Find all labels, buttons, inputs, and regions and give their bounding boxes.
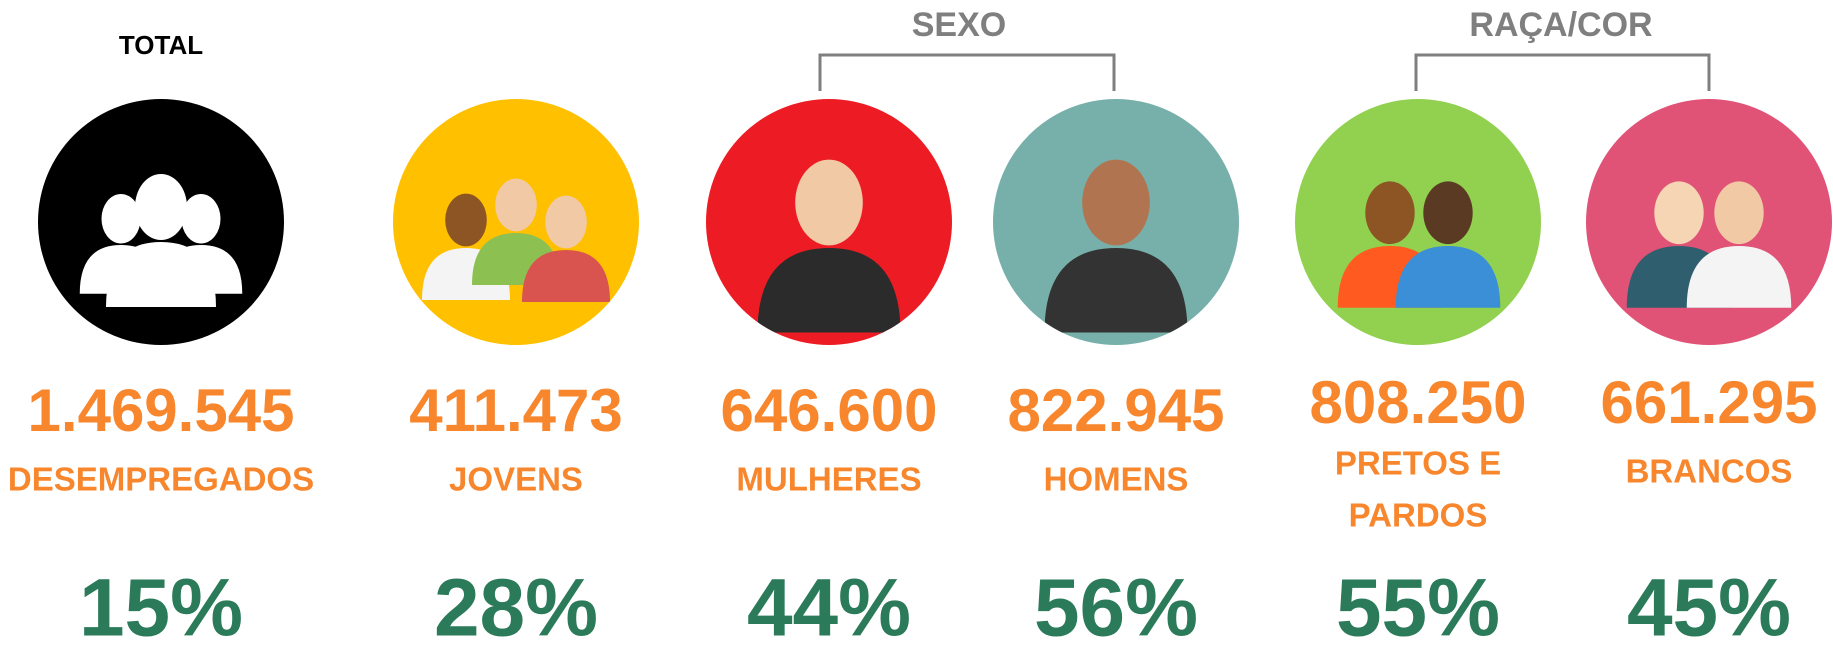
icon-circle xyxy=(1295,99,1541,345)
person-head xyxy=(1714,181,1763,244)
label: PARDOS xyxy=(1349,497,1488,534)
person-head xyxy=(135,174,187,240)
item: 411.473 JOVENS 28% xyxy=(393,99,639,649)
item: 822.945 HOMENS 56% xyxy=(993,99,1239,649)
item: 661.295 BRANCOS 45% xyxy=(1586,99,1832,649)
label: PRETOS E xyxy=(1335,445,1501,482)
count: 1.469.545 xyxy=(28,377,295,444)
raca-bracket xyxy=(1416,55,1709,91)
count: 822.945 xyxy=(1008,377,1225,444)
icon-circle xyxy=(1586,99,1832,345)
count: 808.250 xyxy=(1310,369,1527,436)
person-head xyxy=(545,196,587,249)
count: 661.295 xyxy=(1601,369,1818,436)
item: 646.600 MULHERES 44% xyxy=(706,99,952,649)
item: 1.469.545 DESEMPREGADOS 15% xyxy=(8,99,314,649)
item: 808.250 PRETOS E PARDOS 55% xyxy=(1295,99,1541,649)
total-header: TOTAL xyxy=(119,30,203,60)
count: 646.600 xyxy=(721,377,938,444)
percent: 28% xyxy=(434,563,598,649)
person-head xyxy=(1423,181,1472,244)
percent: 15% xyxy=(79,563,243,649)
count: 411.473 xyxy=(409,377,623,444)
sexo-bracket xyxy=(820,55,1114,91)
infographic: TOTAL SEXO RAÇA/COR 1.469.545 DESEMPREGAD… xyxy=(0,0,1833,649)
percent: 56% xyxy=(1034,563,1198,649)
sexo-header: SEXO xyxy=(912,6,1006,44)
label: MULHERES xyxy=(736,461,921,498)
percent: 55% xyxy=(1336,563,1500,649)
label: JOVENS xyxy=(449,461,583,498)
label: BRANCOS xyxy=(1626,453,1793,490)
person-head xyxy=(495,179,537,232)
label: DESEMPREGADOS xyxy=(8,461,314,498)
person-head xyxy=(1082,160,1150,246)
person-head xyxy=(102,194,141,244)
person-head xyxy=(445,194,487,247)
items: 1.469.545 DESEMPREGADOS 15% 411.473 JOVENS 28… xyxy=(8,99,1832,649)
label: HOMENS xyxy=(1044,461,1189,498)
percent: 44% xyxy=(747,563,911,649)
percent: 45% xyxy=(1627,563,1791,649)
person-head xyxy=(1365,181,1414,244)
raca-header: RAÇA/COR xyxy=(1469,6,1652,44)
person-head xyxy=(1654,181,1703,244)
person-head xyxy=(182,194,221,244)
person-head xyxy=(795,160,863,246)
